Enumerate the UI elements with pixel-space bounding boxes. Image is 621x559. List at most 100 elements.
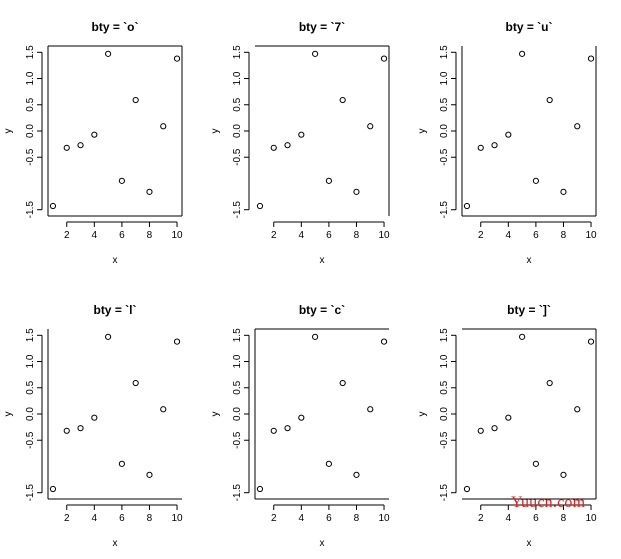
- data-point: [353, 188, 360, 195]
- y-tick-label: 1.5: [25, 45, 36, 59]
- data-point: [312, 333, 319, 340]
- x-axis-title: x: [320, 538, 325, 549]
- y-tick-label: 0.5: [439, 97, 450, 111]
- chart-panel-1: bty = `o` 2 4 6 8 10 x -1.5 -0.5 0.0 0.5 1.0 1.5 y: [3, 20, 183, 266]
- data-point: [519, 333, 526, 340]
- x-axis-title: x: [113, 538, 118, 549]
- data-point: [367, 123, 374, 130]
- x-tick-label: 2: [271, 230, 277, 241]
- y-tick-label: -1.5: [232, 484, 243, 502]
- data-point: [63, 144, 70, 151]
- x-tick-label: 8: [354, 230, 360, 241]
- data-point: [256, 202, 264, 210]
- x-tick-label: 6: [533, 230, 539, 241]
- data-point: [353, 471, 360, 478]
- data-point: [91, 414, 98, 421]
- chart-panel-4: bty = `l` 2 4 6 8 10 x -1.5 -0.5 0.0 0.5 1.0 1.5 y: [3, 303, 183, 549]
- y-tick-label: -1.5: [439, 484, 450, 502]
- data-point: [491, 425, 498, 432]
- chart-title: bty = `u`: [506, 20, 553, 34]
- y-tick-label: -0.5: [232, 148, 243, 166]
- data-point: [519, 50, 526, 57]
- x-tick-label: 4: [506, 513, 512, 524]
- x-tick-label: 2: [64, 513, 70, 524]
- x-tick-label: 10: [171, 230, 183, 241]
- data-point: [463, 202, 471, 210]
- data-point: [173, 55, 181, 62]
- chart-title: bty = `l`: [93, 303, 136, 317]
- y-axis-title: y: [3, 412, 14, 417]
- data-point: [380, 338, 388, 345]
- y-tick-label: -0.5: [439, 148, 450, 166]
- chart-title: bty = `c`: [299, 303, 345, 317]
- data-point: [91, 131, 98, 138]
- data-point: [284, 425, 291, 432]
- data-point: [532, 177, 539, 184]
- data-point: [118, 177, 125, 184]
- data-point: [160, 406, 167, 413]
- y-tick-label: 1.0: [232, 71, 243, 85]
- y-tick-label: 1.0: [25, 71, 36, 85]
- data-point: [532, 460, 539, 467]
- data-point: [132, 379, 139, 387]
- y-tick-label: -1.5: [25, 484, 36, 502]
- x-tick-label: 8: [147, 230, 153, 241]
- data-point: [270, 427, 277, 434]
- y-tick-label: 1.0: [439, 354, 450, 368]
- chart-panel-5: bty = `c` 2 4 6 8 10 x -1.5 -0.5 0.0 0.5 1.0 1.5 y: [210, 303, 390, 549]
- y-tick-label: 0.0: [25, 407, 36, 421]
- y-tick-label: 0.0: [232, 124, 243, 138]
- y-axis-title: y: [417, 412, 428, 417]
- x-axis-title: x: [113, 255, 118, 266]
- data-point: [325, 460, 332, 467]
- data-point: [339, 379, 346, 387]
- data-point: [256, 485, 264, 493]
- x-tick-label: 8: [561, 513, 567, 524]
- data-point: [463, 485, 471, 493]
- data-point: [574, 123, 581, 130]
- data-point: [339, 96, 346, 104]
- x-axis-title: x: [527, 255, 532, 266]
- y-tick-label: -1.5: [232, 201, 243, 219]
- x-tick-label: 10: [378, 230, 390, 241]
- x-tick-label: 4: [299, 513, 305, 524]
- y-tick-label: -0.5: [25, 431, 36, 449]
- data-point: [105, 50, 112, 57]
- data-point: [477, 427, 484, 434]
- chart-panel-6: bty = `]` 2 4 6 8 10 x -1.5 -0.5 0.0 0.5 1.0 1.5 y: [417, 303, 597, 549]
- y-axis-title: y: [210, 129, 221, 134]
- data-point: [146, 471, 153, 478]
- data-point: [173, 338, 181, 345]
- data-point: [587, 338, 595, 345]
- data-point: [49, 202, 57, 210]
- x-tick-label: 8: [147, 513, 153, 524]
- x-tick-label: 4: [92, 513, 98, 524]
- data-point: [546, 96, 553, 104]
- chart-title: bty = `]`: [507, 303, 551, 317]
- data-point: [560, 471, 567, 478]
- y-tick-label: 0.5: [25, 380, 36, 394]
- x-tick-label: 2: [271, 513, 277, 524]
- y-tick-label: -0.5: [25, 148, 36, 166]
- y-tick-label: 1.5: [439, 328, 450, 342]
- y-tick-label: 0.0: [439, 407, 450, 421]
- y-tick-label: -1.5: [25, 201, 36, 219]
- data-point: [546, 379, 553, 387]
- x-tick-label: 4: [506, 230, 512, 241]
- y-tick-label: 0.5: [439, 380, 450, 394]
- chart-title: bty = `o`: [92, 20, 139, 34]
- data-point: [491, 142, 498, 149]
- data-point: [146, 188, 153, 195]
- y-tick-label: 1.5: [439, 45, 450, 59]
- data-point: [574, 406, 581, 413]
- data-point: [312, 50, 319, 57]
- data-point: [298, 414, 305, 421]
- y-tick-label: 0.5: [25, 97, 36, 111]
- x-tick-label: 6: [326, 513, 332, 524]
- data-point: [270, 144, 277, 151]
- x-tick-label: 8: [561, 230, 567, 241]
- y-axis-title: y: [417, 129, 428, 134]
- data-point: [105, 333, 112, 340]
- data-point: [63, 427, 70, 434]
